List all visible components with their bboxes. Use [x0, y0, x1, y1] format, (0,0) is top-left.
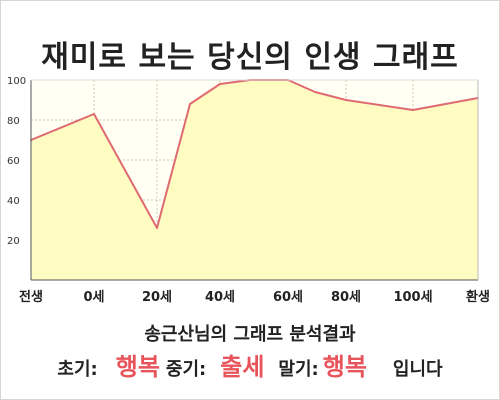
analysis-result: 초기: 행복 중기: 출세 말기: 행복 입니다: [0, 347, 500, 382]
mid-value: 출세: [220, 353, 265, 381]
x-tick-label-7: 환생: [466, 289, 490, 305]
data-point-9: [412, 109, 414, 111]
chart-title: 재미로 보는 당신의 인생 그래프: [41, 40, 459, 75]
data-point-8: [345, 99, 347, 101]
mid-label: 중기:: [165, 359, 207, 380]
x-tick-label-2: 20세: [142, 290, 172, 305]
y-tick-label-80: 80: [7, 116, 20, 127]
y-tick-label-60: 60: [7, 156, 20, 167]
y-tick-label-100: 100: [7, 76, 26, 87]
data-point-4: [219, 83, 221, 85]
x-tick-label-3: 40세: [205, 290, 235, 305]
x-tick-label-4: 60세: [273, 290, 303, 305]
x-tick-label-5: 80세: [331, 290, 361, 305]
area-fill: [31, 80, 478, 280]
data-point-7: [314, 91, 316, 93]
early-value: 행복: [115, 353, 160, 381]
data-point-1: [93, 113, 95, 115]
ending-text: 입니다: [392, 359, 443, 380]
early-label: 초기:: [57, 359, 98, 380]
x-tick-label-6: 100세: [393, 290, 432, 305]
analysis-caption: 송근산님의 그래프 분석결과: [144, 324, 356, 345]
x-tick-label-1: 0세: [83, 290, 104, 305]
data-point-2: [156, 227, 158, 229]
y-tick-label-20: 20: [7, 236, 20, 247]
y-tick-label-40: 40: [7, 196, 20, 207]
late-value: 행복: [322, 353, 367, 381]
x-tick-label-0: 전생: [19, 289, 43, 305]
data-point-3: [189, 103, 191, 105]
late-label: 말기:: [278, 359, 319, 380]
